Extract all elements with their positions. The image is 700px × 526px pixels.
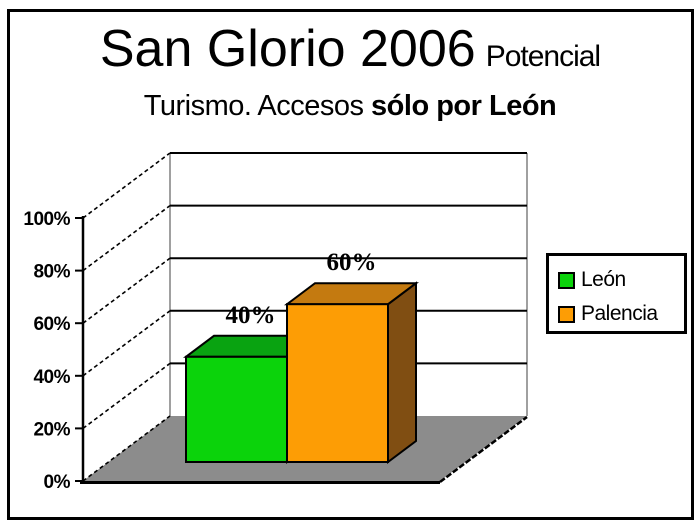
legend-box: León Palencia	[546, 253, 687, 334]
tick-label: 20%	[33, 419, 70, 440]
legend-item-palencia: Palencia	[558, 297, 684, 331]
legend-label-leon: León	[581, 268, 626, 291]
tick-label: 40%	[33, 367, 70, 388]
depth-line	[82, 310, 171, 377]
title-line2-bold: sólo por León	[371, 89, 557, 122]
value-label-leon: 40%	[226, 302, 276, 329]
chart-title: San Glorio 2006 Potencial Turismo. Acceso…	[0, 22, 700, 121]
depth-line	[82, 257, 171, 324]
depth-line	[82, 362, 171, 430]
floor-right-edge	[439, 415, 528, 484]
bar-leon-front	[185, 355, 288, 463]
bar-palencia-front	[286, 303, 389, 464]
depth-line	[82, 204, 171, 272]
title-main: San Glorio 2006	[99, 20, 476, 78]
title-line2-regular: Turismo. Accesos	[143, 89, 372, 122]
tick-label: 60%	[33, 314, 70, 335]
legend-swatch-palencia	[558, 305, 575, 323]
tick-label: 80%	[33, 262, 70, 283]
page-border	[7, 9, 694, 520]
value-label-palencia: 60%	[327, 249, 377, 276]
legend-label-palencia: Palencia	[581, 302, 658, 325]
title-line2: Turismo. Accesos sólo por León	[0, 89, 700, 122]
depth-line	[82, 152, 171, 219]
title-suffix: Potencial	[485, 40, 601, 73]
tick-label: 0%	[44, 472, 71, 493]
legend-swatch-leon	[558, 271, 575, 289]
bar-palencia-side	[387, 281, 417, 464]
legend-item-leon: León	[558, 263, 684, 297]
title-line1: San Glorio 2006 Potencial	[0, 22, 700, 77]
tick-label: 100%	[23, 209, 70, 230]
